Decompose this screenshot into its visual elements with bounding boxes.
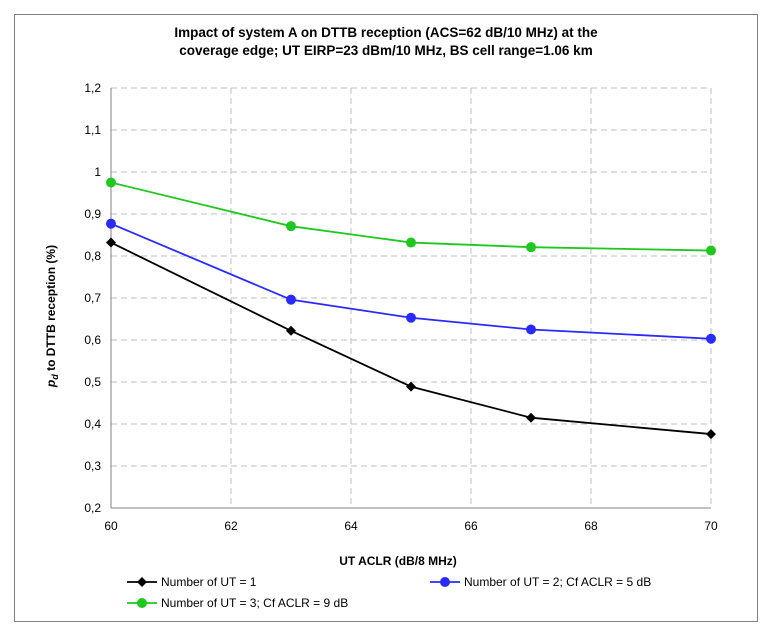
legend-label: Number of UT = 1 [161,575,257,589]
data-series [106,177,716,440]
x-tick-label: 68 [584,519,598,533]
x-tick-label: 60 [104,519,118,533]
data-point [406,381,416,392]
y-tick-label: 1,1 [84,123,101,137]
y-axis-label-rest: to DTTB reception (%) [44,245,58,374]
x-tick-label: 66 [464,519,478,533]
data-point [286,221,296,232]
data-point [106,237,116,248]
line-chart: Impact of system A on DTTB reception (AC… [44,25,718,610]
data-point [526,324,536,335]
y-tick-label: 0,6 [84,333,101,347]
chart-title-line-2: coverage edge; UT EIRP=23 dBm/10 MHz, BS… [179,43,592,58]
series-1 [106,237,716,440]
series-3 [106,177,716,256]
legend-marker [440,577,450,587]
legend-label: Number of UT = 2; Cf ACLR = 5 dB [464,575,651,589]
y-tick-label: 0,3 [84,459,101,473]
data-point [526,412,536,423]
data-point [286,294,296,305]
grid [111,87,712,508]
x-axis-label: UT ACLR (dB/8 MHz) [339,554,457,568]
y-tick-label: 0,8 [84,249,101,263]
data-point [706,245,716,256]
legend-marker [137,577,147,587]
chart-title-line-1: Impact of system A on DTTB reception (AC… [174,25,598,40]
y-tick-label: 0,5 [84,375,101,389]
legend-item-1: Number of UT = 1 [127,575,257,589]
chart-frame: Impact of system A on DTTB reception (AC… [14,14,758,622]
y-tick-label: 0,7 [84,291,101,305]
data-point [406,237,416,248]
legend-item-2: Number of UT = 2; Cf ACLR = 5 dB [430,575,651,589]
series-line [110,241,712,435]
y-axis-label: pd to DTTB reception (%) [44,245,60,388]
y-tick-label: 1 [94,165,101,179]
legend-item-3: Number of UT = 3; Cf ACLR = 9 dB [127,596,348,610]
data-point [706,429,716,440]
series-2 [106,218,716,344]
legend-label: Number of UT = 3; Cf ACLR = 9 dB [161,596,348,610]
legend: Number of UT = 1 Number of UT = 2; Cf ACL… [127,575,651,610]
x-tick-label: 64 [344,519,358,533]
legend-marker [137,598,147,608]
data-point [286,325,296,336]
y-axis-label-subscript: d [50,374,60,380]
axes: 0,2 0,3 0,4 0,5 0,6 0,7 0,8 0,9 1 1,1 1,2 60 62 64 66 6… [84,81,718,533]
y-tick-label: 1,2 [84,81,101,95]
y-tick-label: 0,9 [84,207,101,221]
x-tick-label: 62 [224,519,238,533]
y-tick-label: 0,4 [84,417,101,431]
data-point [106,218,116,229]
y-axis-label-symbol: p [44,380,58,388]
data-point [526,242,536,253]
data-point [106,177,116,188]
x-tick-label: 70 [704,519,718,533]
data-point [706,333,716,344]
y-tick-label: 0,2 [84,501,101,515]
data-point [406,312,416,323]
